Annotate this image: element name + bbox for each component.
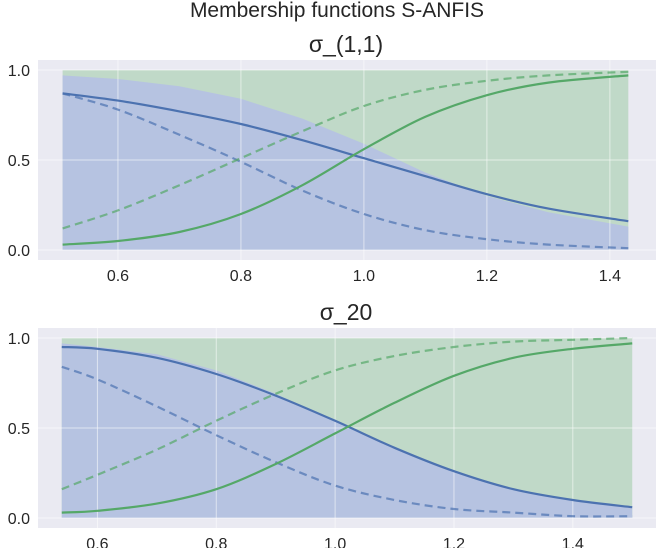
- x-tick-label: 0.8: [205, 536, 227, 548]
- x-tick-label: 1.0: [353, 268, 375, 285]
- x-tick-label: 0.6: [86, 536, 108, 548]
- blue-solid-line: [62, 92, 629, 223]
- x-tick-label: 1.2: [476, 268, 498, 285]
- x-tick-label: 1.2: [443, 536, 465, 548]
- y-tick-label: 0.0: [8, 511, 30, 528]
- x-tick-label: 1.4: [599, 268, 621, 285]
- green-solid-line: [62, 74, 629, 246]
- blue-dashed-line: [62, 92, 629, 250]
- y-tick-label: 1.0: [8, 331, 30, 348]
- panel-sigma-20: σ_20 0.6 0.8 1.0 1.2 1.4 0.0 0.5 1.0: [8, 299, 656, 548]
- panel-sigma-1-1: σ_(1,1) 0.6 0.8 1.0 1.2 1.4 0.0 0.5 1.0: [8, 31, 656, 285]
- x-tick-label: 1.0: [324, 536, 346, 548]
- blue-solid-line: [61, 345, 633, 509]
- green-dashed-line: [61, 336, 633, 491]
- blue-dashed-line: [61, 365, 633, 518]
- figure-suptitle: Membership functions S-ANFIS: [190, 0, 484, 22]
- y-tick-label: 0.0: [8, 243, 30, 260]
- green-dashed-line: [62, 70, 629, 230]
- green-solid-line: [61, 342, 633, 514]
- x-tick-label: 0.8: [230, 268, 252, 285]
- blue-membership-area: [61, 343, 633, 518]
- x-tick-label: 1.4: [562, 536, 584, 548]
- panel-title: σ_(1,1): [309, 31, 383, 57]
- panel-title: σ_20: [320, 299, 373, 325]
- y-tick-label: 1.0: [8, 63, 30, 80]
- y-tick-label: 0.5: [8, 421, 30, 438]
- x-tick-label: 0.6: [107, 268, 129, 285]
- y-tick-label: 0.5: [8, 153, 30, 170]
